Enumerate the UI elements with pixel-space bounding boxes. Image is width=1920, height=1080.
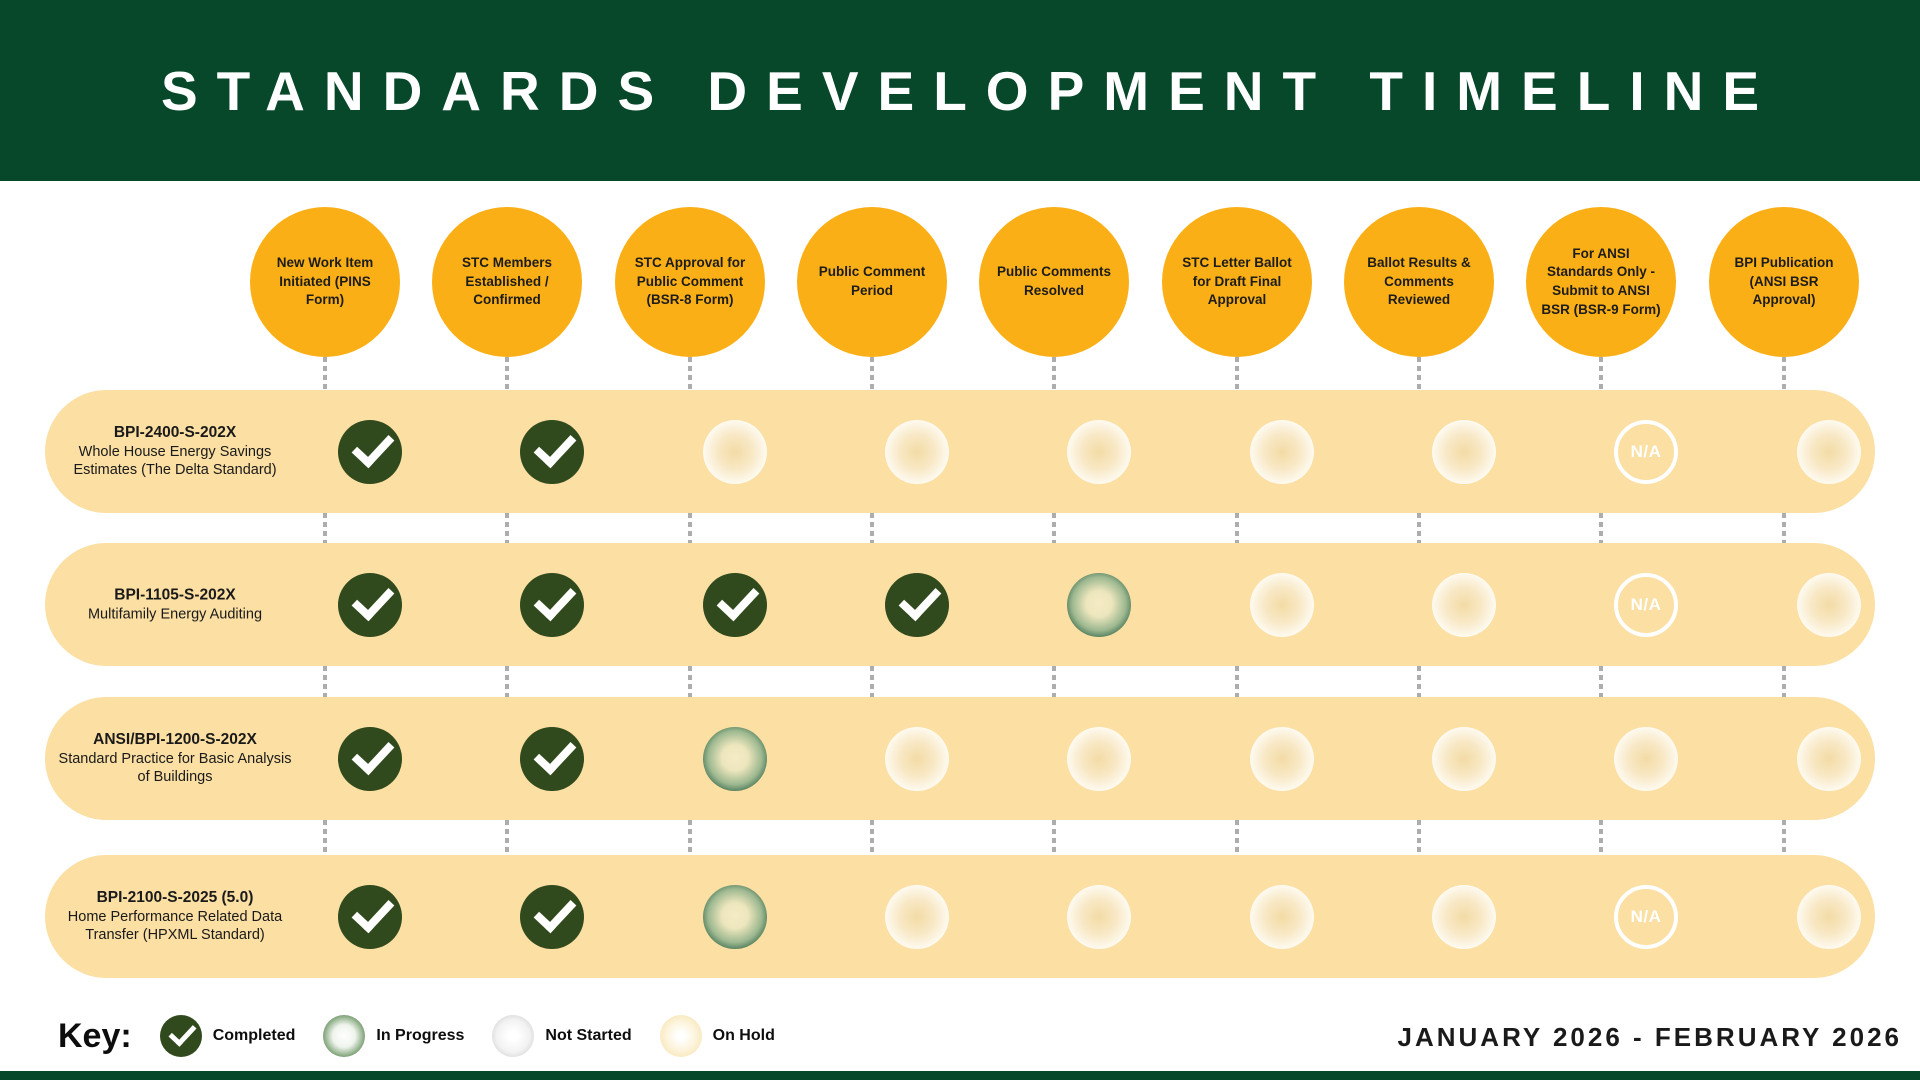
- footer-bar: [0, 1071, 1920, 1080]
- stage-circle-stc-members: STC Members Established / Confirmed: [432, 207, 582, 357]
- header-banner: STANDARDS DEVELOPMENT TIMELINE: [0, 0, 1920, 181]
- dotted-connectors-row3: [0, 666, 1920, 697]
- status-cell: [703, 573, 767, 637]
- stage-circle-public-comment-period: Public Comment Period: [797, 207, 947, 357]
- status-cell: [338, 420, 402, 484]
- status-cell: [520, 420, 584, 484]
- standard-name: Whole House Energy Savings Estimates (Th…: [73, 443, 277, 479]
- status-cell: [1797, 727, 1861, 791]
- status-cell: [1250, 420, 1314, 484]
- legend-item-label: On Hold: [712, 1027, 775, 1044]
- standard-code: BPI-2100-S-2025 (5.0): [96, 888, 254, 906]
- standard-code: BPI-2400-S-202X: [113, 423, 237, 441]
- status-cell: [1067, 420, 1131, 484]
- status-cell: [1067, 573, 1131, 637]
- stage-label: STC Members Established / Confirmed: [461, 255, 553, 308]
- status-cell-na: N/A: [1614, 573, 1678, 637]
- stage-label: Public Comment Period: [818, 264, 926, 298]
- status-cell: [885, 420, 949, 484]
- status-cell: [520, 885, 584, 949]
- status-cell: [338, 727, 402, 791]
- standard-row-ansi-bpi-1200: ANSI/BPI-1200-S-202X Standard Practice f…: [45, 697, 1875, 820]
- standard-label: BPI-1105-S-202X Multifamily Energy Audit…: [55, 585, 295, 624]
- status-cell: [703, 420, 767, 484]
- stage-label: Public Comments Resolved: [996, 264, 1112, 298]
- dotted-connectors-row4: [0, 820, 1920, 855]
- stage-circle-letter-ballot: STC Letter Ballot for Draft Final Approv…: [1162, 207, 1312, 357]
- status-cell: [1067, 727, 1131, 791]
- stage-label: BPI Publication (ANSI BSR Approval): [1734, 255, 1834, 308]
- legend-item-on-hold: On Hold: [659, 1015, 775, 1057]
- status-cell: [703, 885, 767, 949]
- status-cell-na: N/A: [1614, 885, 1678, 949]
- legend-item-in-progress: In Progress: [323, 1015, 464, 1057]
- in-progress-status-icon: [323, 1015, 366, 1057]
- stage-label: STC Approval for Public Comment (BSR-8 F…: [634, 255, 746, 308]
- legend-item-label: Not Started: [545, 1027, 632, 1044]
- stage-circle-bpi-publication: BPI Publication (ANSI BSR Approval): [1709, 207, 1859, 357]
- status-cell: [1432, 727, 1496, 791]
- legend-item-label: Completed: [212, 1027, 296, 1044]
- status-cell: [1250, 727, 1314, 791]
- status-cell: [1432, 420, 1496, 484]
- stage-circle-stc-approval: STC Approval for Public Comment (BSR-8 F…: [615, 207, 765, 357]
- status-cell: [885, 885, 949, 949]
- status-cell: [1250, 885, 1314, 949]
- stage-label: STC Letter Ballot for Draft Final Approv…: [1182, 255, 1292, 308]
- legend-item-not-started: Not Started: [492, 1015, 632, 1057]
- standard-name: Multifamily Energy Auditing: [87, 606, 263, 623]
- dotted-connectors-row2: [0, 513, 1920, 543]
- status-cell: [1250, 573, 1314, 637]
- stage-label: For ANSI Standards Only - Submit to ANSI…: [1541, 245, 1661, 317]
- stage-label: New Work Item Initiated (PINS Form): [276, 255, 374, 308]
- legend-title: Key:: [58, 1016, 132, 1055]
- stage-circle-ballot-results: Ballot Results & Comments Reviewed: [1344, 207, 1494, 357]
- standard-code: ANSI/BPI-1200-S-202X: [93, 730, 257, 748]
- status-cell: [1797, 573, 1861, 637]
- completed-status-icon: [159, 1015, 202, 1057]
- date-range: JANUARY 2026 - FEBRUARY 2026: [1397, 1022, 1902, 1052]
- stage-circle-ansi-submit: For ANSI Standards Only - Submit to ANSI…: [1526, 207, 1676, 357]
- legend-item-label: In Progress: [376, 1027, 465, 1044]
- legend: Key: Completed In Progress Not Started O…: [58, 1008, 775, 1064]
- standard-row-bpi-1105: BPI-1105-S-202X Multifamily Energy Audit…: [45, 543, 1875, 666]
- stage-circle-new-work-item: New Work Item Initiated (PINS Form): [250, 207, 400, 357]
- standard-row-bpi-2400: BPI-2400-S-202X Whole House Energy Savin…: [45, 390, 1875, 513]
- standard-code: BPI-1105-S-202X: [114, 586, 236, 604]
- on-hold-status-icon: [659, 1015, 702, 1057]
- legend-item-completed: Completed: [159, 1015, 296, 1057]
- dotted-connectors-row1: [0, 357, 1920, 390]
- standard-name: Home Performance Related Data Transfer (…: [67, 908, 283, 944]
- stage-circle-comments-resolved: Public Comments Resolved: [979, 207, 1129, 357]
- status-cell: [520, 573, 584, 637]
- status-cell: [1614, 727, 1678, 791]
- standard-name: Standard Practice for Basic Analysis of …: [58, 750, 292, 786]
- status-cell: [1432, 885, 1496, 949]
- stage-label: Ballot Results & Comments Reviewed: [1367, 255, 1471, 308]
- standard-label: ANSI/BPI-1200-S-202X Standard Practice f…: [55, 730, 295, 788]
- status-cell-na: N/A: [1614, 420, 1678, 484]
- status-cell: [703, 727, 767, 791]
- standard-row-bpi-2100: BPI-2100-S-2025 (5.0) Home Performance R…: [45, 855, 1875, 978]
- status-cell: [1067, 885, 1131, 949]
- status-cell: [885, 573, 949, 637]
- status-cell: [338, 885, 402, 949]
- status-cell: [338, 573, 402, 637]
- status-cell: [1797, 885, 1861, 949]
- page-title: STANDARDS DEVELOPMENT TIMELINE: [160, 59, 1779, 122]
- status-cell: [885, 727, 949, 791]
- status-cell: [1797, 420, 1861, 484]
- standard-label: BPI-2100-S-2025 (5.0) Home Performance R…: [55, 888, 295, 946]
- not-started-status-icon: [492, 1015, 535, 1057]
- status-cell: [1432, 573, 1496, 637]
- standard-label: BPI-2400-S-202X Whole House Energy Savin…: [55, 423, 295, 481]
- status-cell: [520, 727, 584, 791]
